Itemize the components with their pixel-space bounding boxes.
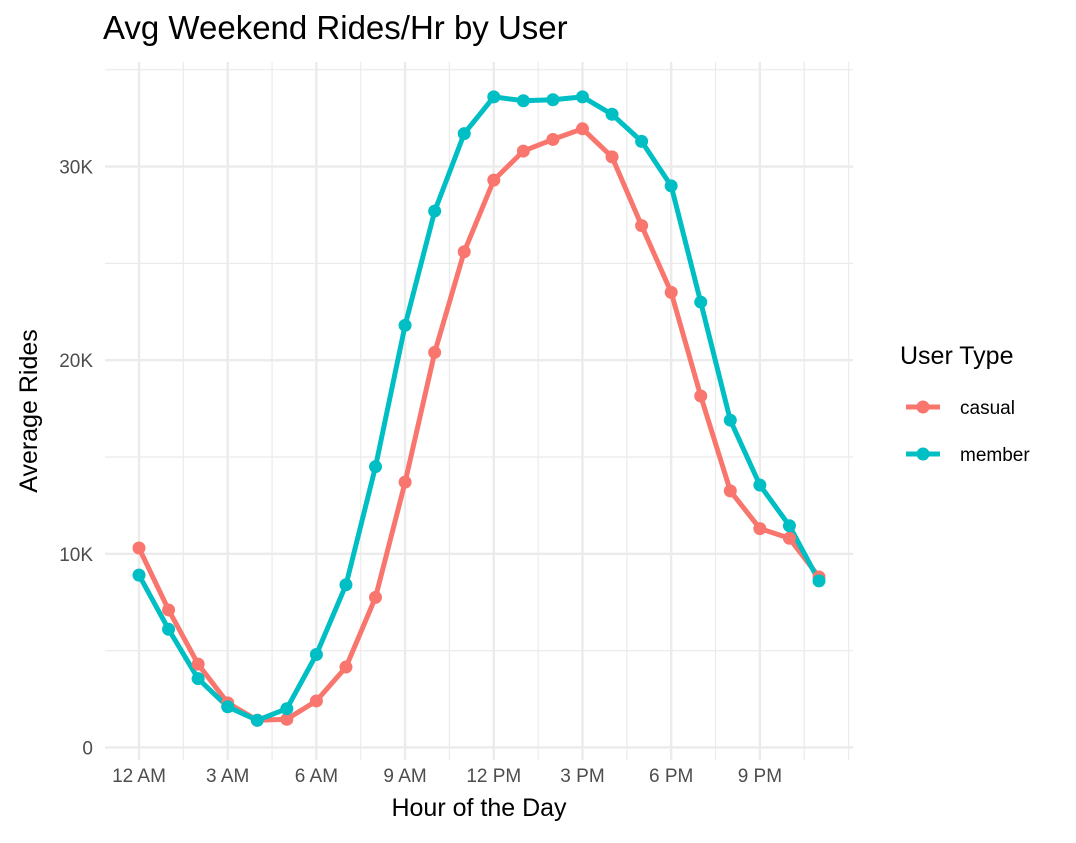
data-point-member [605, 107, 619, 121]
data-point-member [575, 90, 589, 104]
data-point-casual [309, 694, 323, 708]
data-point-casual [723, 484, 737, 498]
x-tick-label: 6 PM [649, 766, 693, 787]
data-point-casual [132, 541, 146, 555]
data-point-member [546, 93, 560, 107]
series-line-member [136, 94, 822, 723]
data-point-casual [191, 657, 205, 671]
minor-gridlines [105, 62, 853, 760]
data-point-member [487, 90, 501, 104]
x-tick-label: 9 PM [738, 766, 782, 787]
data-point-member [723, 413, 737, 427]
data-point-member [457, 127, 471, 141]
data-point-member [132, 568, 146, 582]
legend-label-casual: casual [960, 398, 1015, 419]
y-tick-label: 30K [59, 158, 93, 179]
x-tick-label: 9 AM [383, 766, 426, 787]
data-point-casual [398, 475, 412, 489]
data-point-casual [428, 345, 442, 359]
data-point-member [162, 622, 176, 636]
y-axis-ticks: 0 10K 20K 30K [59, 158, 93, 760]
data-point-casual [457, 245, 471, 259]
y-tick-label: 0 [82, 738, 93, 759]
data-point-member [280, 702, 294, 716]
data-point-member [428, 204, 442, 218]
data-point-member [753, 478, 767, 492]
data-point-casual [280, 712, 294, 726]
legend-key-point-casual [916, 400, 930, 414]
major-gridlines [105, 62, 853, 760]
data-point-member [250, 713, 264, 727]
data-point-member [694, 295, 708, 309]
data-point-casual [664, 285, 678, 299]
data-point-casual [694, 389, 708, 403]
data-point-member [516, 94, 530, 108]
x-axis-ticks: 12 AM 3 AM 6 AM 9 AM 12 PM 3 PM 6 PM 9 PM [112, 766, 782, 787]
data-point-casual [546, 132, 560, 146]
x-tick-label: 6 AM [295, 766, 338, 787]
series-line-casual [136, 126, 822, 723]
data-point-member [221, 700, 235, 714]
data-point-casual [635, 219, 649, 233]
x-tick-label: 3 AM [206, 766, 249, 787]
series-layer [132, 90, 826, 727]
data-point-casual [605, 150, 619, 164]
y-tick-label: 20K [59, 351, 93, 372]
data-point-member [398, 318, 412, 332]
legend-key-point-member [916, 447, 930, 461]
data-point-member [369, 460, 383, 474]
data-point-casual [753, 522, 767, 536]
y-axis-title: Average Rides [15, 329, 43, 493]
data-point-member [782, 519, 796, 533]
data-point-member [309, 647, 323, 661]
data-point-casual [575, 122, 589, 136]
data-point-casual [339, 660, 353, 674]
data-point-member [664, 179, 678, 193]
x-tick-label: 3 PM [560, 766, 604, 787]
data-point-member [191, 672, 205, 686]
data-point-casual [369, 590, 383, 604]
legend: User Type casual member [900, 342, 1030, 466]
x-tick-label: 12 AM [112, 766, 166, 787]
y-tick-label: 10K [59, 545, 93, 566]
legend-label-member: member [960, 445, 1030, 466]
x-tick-label: 12 PM [466, 766, 521, 787]
data-point-casual [487, 173, 501, 187]
data-point-member [812, 574, 826, 588]
data-point-member [339, 578, 353, 592]
data-point-casual [162, 603, 176, 617]
data-point-casual [516, 144, 530, 158]
x-axis-title: Hour of the Day [391, 794, 567, 822]
data-point-casual [782, 531, 796, 545]
data-point-member [635, 134, 649, 148]
legend-title: User Type [900, 342, 1013, 370]
chart-title: Avg Weekend Rides/Hr by User [103, 9, 568, 46]
